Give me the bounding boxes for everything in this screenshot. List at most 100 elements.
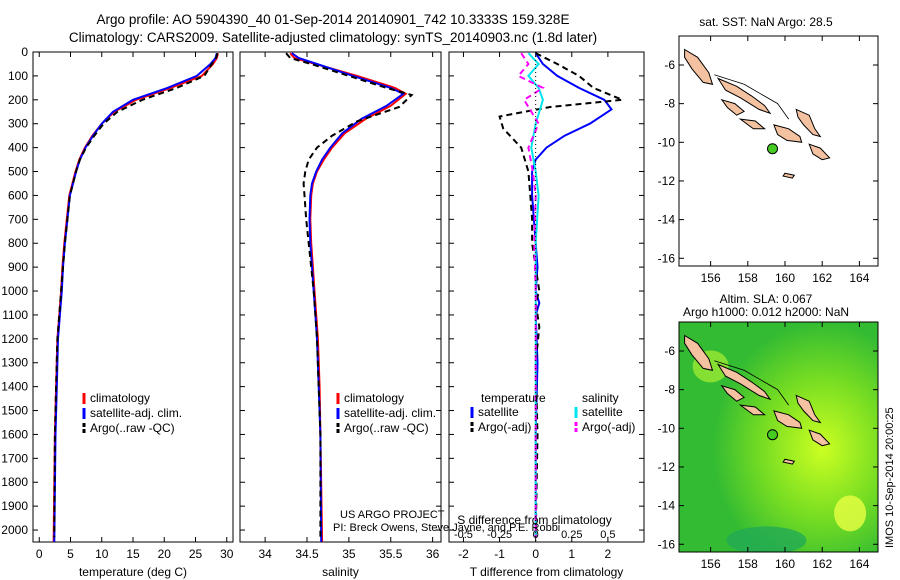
difference-series-1 [498,52,623,538]
sst_map-xtick-label: 156 [701,271,721,285]
temperature-series-2 [53,52,219,538]
sst_map-xtick-label: 162 [812,271,832,285]
difference-legend-label: Argo(-adj) [582,420,635,434]
sla_map-island [782,458,796,465]
sst_map-island [738,118,766,130]
salinity-legend-label: climatology [344,391,404,405]
sst_map-island [808,143,831,161]
sla_map-island [720,384,745,402]
side-stamp: IMOS 10-Sep-2014 20:00:25 [884,407,896,548]
difference-xtick-label: 2 [605,547,612,561]
sst_map-ytick-label: -14 [658,213,676,227]
sst_map-island [795,108,822,138]
difference-series-0 [531,52,613,538]
sla_map-island [795,394,822,424]
sla_map-island [738,404,766,416]
sla_map-ytick-label: -6 [664,344,675,358]
difference-sticklabel: 0.5 [600,529,615,541]
difference-legend-label: satellite [582,405,623,419]
salinity-xtick-label: 36 [426,547,440,561]
temperature-ytick-label: 1400 [1,380,28,394]
salinity-legend-label: Argo(..raw -QC) [344,421,429,435]
sst_map-ytick-label: -8 [664,97,675,111]
difference-xlabel2: S difference from climatology [457,513,612,527]
temperature-ytick-label: 400 [8,141,28,155]
sst_map-island [720,98,745,116]
temperature-ytick-label: 1700 [1,451,28,465]
difference-legend-label: Argo(-adj) [478,420,531,434]
sst-map-panel: sat. SST: NaN Argo: 28.5 156 158 160 162 164 -… [658,15,879,285]
sst-map-title: sat. SST: NaN Argo: 28.5 [699,15,833,29]
sla_map-island [684,334,714,371]
difference-frame [448,51,645,543]
difference-sticklabel: 0.25 [561,529,582,541]
sla_map-ytick-label: -16 [658,537,676,551]
salinity-xtick-label: 34.5 [295,547,319,561]
temperature-xtick-label: 15 [126,547,140,561]
temperature-ytick-label: 1900 [1,499,28,513]
temperature-ytick-label: 500 [8,165,28,179]
difference-sticklabel: -0.5 [454,529,473,541]
sst_map-island [773,124,803,143]
sla_map-ytick-label: -10 [658,421,676,435]
header-line2: Climatology: CARS2009. Satellite-adjuste… [69,30,597,45]
header-line1: Argo profile: AO 5904390_40 01-Sep-2014 … [97,12,570,27]
sst_map-island [716,77,772,115]
difference-legend-header-s: salinity [582,391,619,405]
temperature-xtick-label: 30 [220,547,234,561]
temperature-ytick-label: 1800 [1,475,28,489]
sla_map-ytick-label: -12 [658,460,676,474]
temperature-xtick-label: 10 [95,547,109,561]
sst_map-island [782,172,796,179]
difference-xtick-label: -2 [458,547,469,561]
sla_map-field-high [834,495,867,532]
sst_map-reef [714,74,790,120]
salinity-series-2 [285,52,414,538]
temperature-xtick-label: 0 [36,547,43,561]
sst_map-xtick-label: 164 [849,271,869,285]
temperature-xtick-label: 20 [158,547,172,561]
sst_map-xtick-label: 160 [775,271,795,285]
sla_map-ytick-label: -14 [658,499,676,513]
sla-map-title2: Argo h1000: 0.012 h2000: NaN [683,305,849,319]
temperature-ytick-label: 2000 [1,523,28,537]
sst_map-ytick-label: -6 [664,58,675,72]
salinity-xtick-label: 35 [342,547,356,561]
sst_map-xtick-label: 158 [738,271,758,285]
temperature-ytick-label: 1600 [1,427,28,441]
difference-panel: -2 -1 0 1 2 T difference from climatology -0.5… [448,51,645,579]
temperature-xtick-label: 25 [189,547,203,561]
temperature-ytick-label: 200 [8,93,28,107]
salinity-panel: 34 34.5 35 35.5 36 salinity climatologysatelli… [239,51,442,579]
sla_map-island [716,363,772,401]
sla_map-xtick-label: 156 [701,557,721,571]
temperature-ytick-label: 1100 [2,308,28,322]
sla_map-island [808,429,831,447]
salinity-xlabel: salinity [322,565,359,579]
sla-map-title: Altim. SLA: 0.067 [720,292,813,306]
sla_map-xtick-label: 160 [775,557,795,571]
temperature-legend-label: satellite-adj. clim. [90,406,182,420]
difference-series-2 [527,52,544,538]
temperature-series-0 [52,52,219,542]
sla_map-frame [678,321,879,553]
sla_map-float-marker [767,429,779,441]
sst_map-ytick-label: -12 [658,174,676,188]
temperature-legend-label: Argo(..raw -QC) [90,421,175,435]
sla_map-ytick-label: -8 [664,383,675,397]
difference-sticklabel: -0.25 [487,529,512,541]
difference-sticklabel: 0 [533,529,539,541]
temperature-ytick-label: 0 [21,45,28,59]
temperature-panel: 0 5 10 15 20 25 300100200300400500600700800900… [1,45,233,579]
sla_map-island [773,410,803,429]
sst_map-frame [678,35,879,267]
sla_map-content [679,322,878,552]
sst_map-ytick-label: -10 [658,135,676,149]
temperature-ytick-label: 300 [8,117,28,131]
temperature-ytick-label: 600 [8,188,28,202]
sla_map-xtick-label: 158 [738,557,758,571]
temperature-ytick-label: 1200 [1,332,28,346]
difference-series-3 [516,52,545,538]
